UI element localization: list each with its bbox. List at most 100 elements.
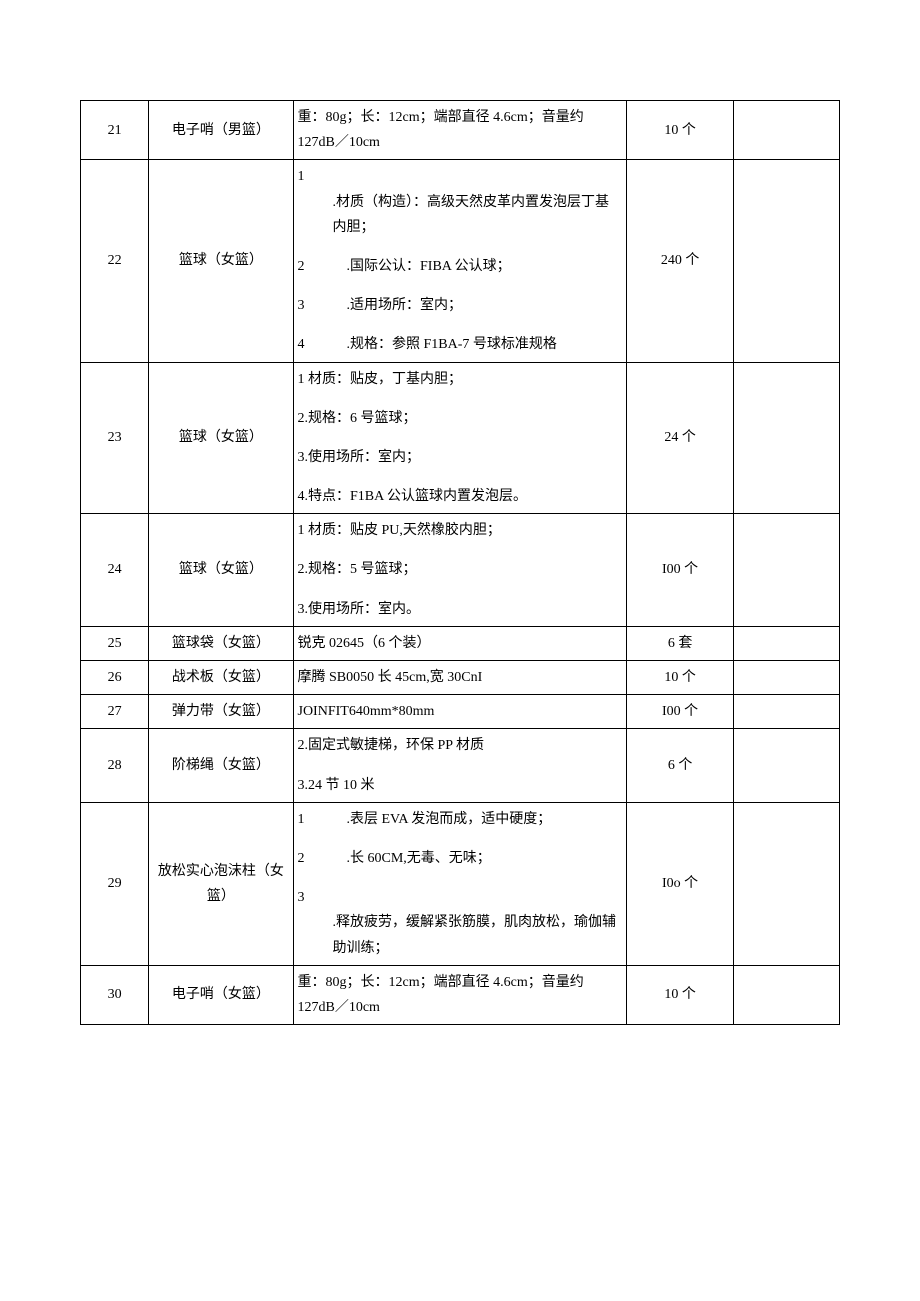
list-number: 2 xyxy=(298,846,312,871)
item-name: 放松实心泡沫柱（女篮） xyxy=(149,802,293,965)
line-spacer xyxy=(298,871,623,885)
item-description: 1 材质：贴皮，丁基内胆； 2.规格：6 号篮球； 3.使用场所：室内； 4.特点：F… xyxy=(293,362,627,514)
desc-line: 3.使用场所：室内； xyxy=(298,445,623,470)
desc-line: 2.规格：6 号篮球； xyxy=(298,406,623,431)
item-quantity: I00 个 xyxy=(627,514,733,627)
line-spacer xyxy=(298,392,623,406)
row-number: 29 xyxy=(81,802,149,965)
item-description: 1.材质（构造）：高级天然皮革内置发泡层丁基内胆； 2.国际公认：FIBA 公认球… xyxy=(293,160,627,362)
row-number: 25 xyxy=(81,626,149,660)
line-spacer xyxy=(298,240,623,254)
table-row: 21电子哨（男篮）重：80g；长：12cm；端部直径 4.6cm；音量约 127… xyxy=(81,101,840,160)
list-text: .释放疲劳，缓解紧张筋膜，肌肉放松，瑜伽辅助训练； xyxy=(298,910,623,960)
row-number: 26 xyxy=(81,661,149,695)
desc-line: 4.规格：参照 F1BA-7 号球标准规格 xyxy=(298,332,623,357)
table-row: 30电子哨（女篮）重：80g；长：12cm；端部直径 4.6cm；音量约 127… xyxy=(81,965,840,1024)
blank-cell xyxy=(733,661,839,695)
item-name: 战术板（女篮） xyxy=(149,661,293,695)
desc-line: 2.固定式敏捷梯，环保 PP 材质 xyxy=(298,733,623,758)
line-spacer xyxy=(298,470,623,484)
desc-line: 1.表层 EVA 发泡而成，适中硬度； xyxy=(298,807,623,832)
desc-line: 2.长 60CM,无毒、无味； xyxy=(298,846,623,871)
line-spacer xyxy=(298,583,623,597)
line-spacer xyxy=(298,543,623,557)
item-name: 电子哨（男篮） xyxy=(149,101,293,160)
item-description: 重：80g；长：12cm；端部直径 4.6cm；音量约 127dB／10cm xyxy=(293,965,627,1024)
desc-line: 2.国际公认：FIBA 公认球； xyxy=(298,254,623,279)
line-spacer xyxy=(298,318,623,332)
desc-line: 重：80g；长：12cm；端部直径 4.6cm；音量约 127dB／10cm xyxy=(298,970,623,1020)
desc-line: 4.特点：F1BA 公认篮球内置发泡层。 xyxy=(298,484,623,509)
table-row: 25篮球袋（女篮）锐克 02645（6 个装）6 套 xyxy=(81,626,840,660)
desc-line: 重：80g；长：12cm；端部直径 4.6cm；音量约 127dB／10cm xyxy=(298,105,623,155)
item-name: 篮球（女篮） xyxy=(149,514,293,627)
table-row: 24篮球（女篮）1 材质：贴皮 PU,天然橡胶内胆； 2.规格：5 号篮球； 3.使… xyxy=(81,514,840,627)
item-description: 2.固定式敏捷梯，环保 PP 材质 3.24 节 10 米 xyxy=(293,729,627,802)
row-number: 27 xyxy=(81,695,149,729)
item-quantity: I00 个 xyxy=(627,695,733,729)
document-page: 21电子哨（男篮）重：80g；长：12cm；端部直径 4.6cm；音量约 127… xyxy=(0,0,920,1125)
list-number: 1 xyxy=(298,164,312,189)
list-number: 1 xyxy=(298,807,312,832)
desc-line: 3.使用场所：室内。 xyxy=(298,597,623,622)
item-name: 篮球袋（女篮） xyxy=(149,626,293,660)
desc-line: 2.规格：5 号篮球； xyxy=(298,557,623,582)
row-number: 21 xyxy=(81,101,149,160)
list-number: 3 xyxy=(298,293,312,318)
item-quantity: 10 个 xyxy=(627,965,733,1024)
desc-line: JOINFIT640mm*80mm xyxy=(298,699,623,724)
item-quantity: 10 个 xyxy=(627,661,733,695)
item-description: JOINFIT640mm*80mm xyxy=(293,695,627,729)
list-text: .规格：参照 F1BA-7 号球标准规格 xyxy=(312,332,557,357)
row-number: 23 xyxy=(81,362,149,514)
item-quantity: I0o 个 xyxy=(627,802,733,965)
line-spacer xyxy=(298,832,623,846)
list-text: .国际公认：FIBA 公认球； xyxy=(312,254,511,279)
desc-line: 1 材质：贴皮，丁基内胆； xyxy=(298,367,623,392)
blank-cell xyxy=(733,626,839,660)
list-number: 3 xyxy=(298,885,312,910)
desc-line: 3.释放疲劳，缓解紧张筋膜，肌肉放松，瑜伽辅助训练； xyxy=(298,885,623,961)
row-number: 28 xyxy=(81,729,149,802)
blank-cell xyxy=(733,965,839,1024)
row-number: 24 xyxy=(81,514,149,627)
table-row: 27弹力带（女篮）JOINFIT640mm*80mmI00 个 xyxy=(81,695,840,729)
item-name: 篮球（女篮） xyxy=(149,362,293,514)
item-description: 1.表层 EVA 发泡而成，适中硬度；2.长 60CM,无毒、无味；3.释放疲劳… xyxy=(293,802,627,965)
item-name: 电子哨（女篮） xyxy=(149,965,293,1024)
blank-cell xyxy=(733,802,839,965)
item-quantity: 10 个 xyxy=(627,101,733,160)
table-row: 23篮球（女篮）1 材质：贴皮，丁基内胆； 2.规格：6 号篮球； 3.使用场所：室… xyxy=(81,362,840,514)
item-description: 重：80g；长：12cm；端部直径 4.6cm；音量约 127dB／10cm xyxy=(293,101,627,160)
desc-line: 锐克 02645（6 个装） xyxy=(298,631,623,656)
line-spacer xyxy=(298,431,623,445)
list-text: .适用场所：室内； xyxy=(312,293,463,318)
line-spacer xyxy=(298,759,623,773)
desc-line: 1 材质：贴皮 PU,天然橡胶内胆； xyxy=(298,518,623,543)
item-name: 阶梯绳（女篮） xyxy=(149,729,293,802)
table-row: 29放松实心泡沫柱（女篮）1.表层 EVA 发泡而成，适中硬度； 2.长 60CM… xyxy=(81,802,840,965)
item-description: 1 材质：贴皮 PU,天然橡胶内胆； 2.规格：5 号篮球； 3.使用场所：室内。 xyxy=(293,514,627,627)
table-body: 21电子哨（男篮）重：80g；长：12cm；端部直径 4.6cm；音量约 127… xyxy=(81,101,840,1025)
item-description: 锐克 02645（6 个装） xyxy=(293,626,627,660)
table-row: 26战术板（女篮）摩腾 SB0050 长 45cm,宽 30CnI10 个 xyxy=(81,661,840,695)
table-row: 28阶梯绳（女篮）2.固定式敏捷梯，环保 PP 材质 3.24 节 10 米6 个 xyxy=(81,729,840,802)
item-name: 篮球（女篮） xyxy=(149,160,293,362)
item-quantity: 6 套 xyxy=(627,626,733,660)
blank-cell xyxy=(733,514,839,627)
desc-line: 3.24 节 10 米 xyxy=(298,773,623,798)
blank-cell xyxy=(733,160,839,362)
desc-line: 摩腾 SB0050 长 45cm,宽 30CnI xyxy=(298,665,623,690)
row-number: 22 xyxy=(81,160,149,362)
blank-cell xyxy=(733,362,839,514)
list-text: .材质（构造）：高级天然皮革内置发泡层丁基内胆； xyxy=(298,190,623,240)
item-name: 弹力带（女篮） xyxy=(149,695,293,729)
specs-table: 21电子哨（男篮）重：80g；长：12cm；端部直径 4.6cm；音量约 127… xyxy=(80,100,840,1025)
row-number: 30 xyxy=(81,965,149,1024)
blank-cell xyxy=(733,695,839,729)
item-quantity: 6 个 xyxy=(627,729,733,802)
list-number: 4 xyxy=(298,332,312,357)
desc-line: 3.适用场所：室内； xyxy=(298,293,623,318)
item-description: 摩腾 SB0050 长 45cm,宽 30CnI xyxy=(293,661,627,695)
list-text: .长 60CM,无毒、无味； xyxy=(312,846,491,871)
